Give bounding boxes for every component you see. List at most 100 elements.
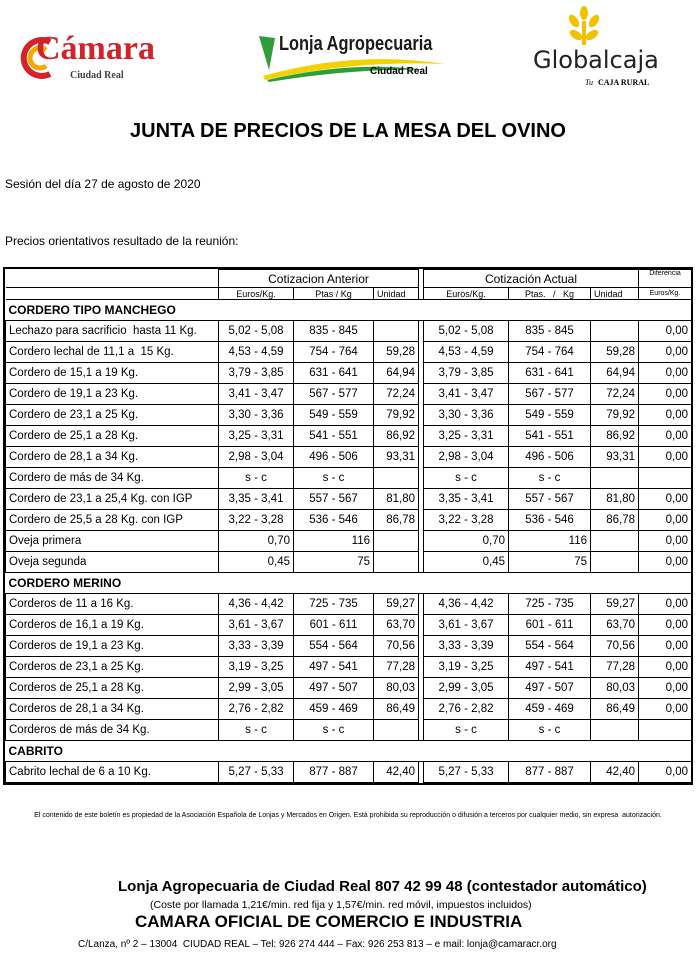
row-label: Corderos de 23,1 a 25 Kg. (5, 656, 219, 678)
data-row: Corderos de 11 a 16 Kg. 4,36 - 4,42 725 - … (5, 593, 693, 615)
cell: 496 - 506 (293, 446, 374, 468)
cell: 59,28 (373, 341, 419, 363)
data-row: Cabrito lechal de 6 a 10 Kg. 5,27 - 5,33 8… (5, 761, 693, 783)
cell: 2,99 - 3,05 (218, 677, 294, 699)
cell: 0,00 (638, 320, 693, 342)
cell: 0,00 (638, 362, 693, 384)
row-label: Corderos de 28,1 a 34 Kg. (5, 698, 219, 720)
cell (589, 320, 640, 342)
data-row: Oveja primera 0,70 116 0,70 116 0,00 (5, 530, 693, 552)
cell: 5,02 - 5,08 (423, 320, 509, 342)
cell: 541 - 551 (508, 425, 591, 447)
cell (373, 551, 419, 573)
section-title: CORDERO TIPO MANCHEGO (5, 299, 692, 321)
cell: 554 - 564 (508, 635, 591, 657)
cell: 459 - 469 (293, 698, 374, 720)
camara-sub: Ciudad Real (70, 70, 124, 81)
row-label: Cordero de 23,1 a 25 Kg. (5, 404, 219, 426)
cell: 0,00 (638, 635, 693, 657)
cell: 75 (293, 551, 374, 573)
row-label: Cordero de más de 34 Kg. (5, 467, 219, 489)
cell (373, 530, 419, 552)
cell: 3,61 - 3,67 (423, 614, 509, 636)
cell: 497 - 507 (508, 677, 591, 699)
cell: 754 - 764 (293, 341, 374, 363)
cell: 0,70 (218, 530, 294, 552)
cell: 2,99 - 3,05 (423, 677, 509, 699)
cell (589, 551, 640, 573)
cell: 631 - 641 (508, 362, 591, 384)
cell: 64,94 (589, 362, 640, 384)
cell: s - c (293, 467, 374, 489)
data-row: Cordero de 19,1 a 23 Kg. 3,41 - 3,47 567 -… (5, 383, 693, 405)
data-row: Corderos de 19,1 a 23 Kg. 3,33 - 3,39 554 … (5, 635, 693, 657)
cell: 42,40 (589, 761, 640, 783)
data-row: Cordero de 25,1 a 28 Kg. 3,25 - 3,31 541 -… (5, 425, 693, 447)
row-label: Cordero lechal de 11,1 a 15 Kg. (5, 341, 219, 363)
cell: 557 - 567 (293, 488, 374, 510)
cell: 3,22 - 3,28 (423, 509, 509, 531)
diff-header: Diferencia (638, 269, 693, 288)
row-label: Corderos de 11 a 16 Kg. (5, 593, 219, 615)
cell: 81,80 (373, 488, 419, 510)
row-label: Lechazo para sacrificio hasta 11 Kg. (5, 320, 219, 342)
cell: 59,27 (373, 593, 419, 615)
cell: 497 - 541 (293, 656, 374, 678)
cell: 63,70 (589, 614, 640, 636)
cell: 80,03 (373, 677, 419, 699)
row-label: Cordero de 25,1 a 28 Kg. (5, 425, 219, 447)
cell: s - c (293, 719, 374, 741)
cell: 79,92 (373, 404, 419, 426)
cell: 81,80 (589, 488, 640, 510)
cell: 3,25 - 3,31 (218, 425, 294, 447)
cell (373, 467, 419, 489)
cell: 0,00 (638, 383, 693, 405)
subheader: Unidad (373, 287, 419, 300)
data-row: Cordero de 28,1 a 34 Kg. 2,98 - 3,04 496 -… (5, 446, 693, 468)
cell: 70,56 (589, 635, 640, 657)
cell: 631 - 641 (293, 362, 374, 384)
globalcaja-sub: CAJA RURAL (598, 78, 650, 87)
data-row: Corderos de 25,1 a 28 Kg. 2,99 - 3,05 497 … (5, 677, 693, 699)
price-table: Cotizacion Anterior Cotización Actual Dife… (3, 267, 693, 785)
cell: 5,27 - 5,33 (423, 761, 509, 783)
footer-address: C/Lanza, nº 2 – 13004 CIUDAD REAL – Tel:… (78, 939, 557, 950)
cell: 3,35 - 3,41 (218, 488, 294, 510)
cell: 59,27 (589, 593, 640, 615)
row-label: Cordero de 25,5 a 28 Kg. con IGP (5, 509, 219, 531)
cell: 3,19 - 3,25 (423, 656, 509, 678)
cell: s - c (423, 719, 509, 741)
cell: 0,45 (423, 551, 509, 573)
row-label: Corderos de más de 34 Kg. (5, 719, 219, 741)
section-row: CABRITO (5, 740, 692, 762)
cell: s - c (508, 719, 591, 741)
cell: 2,76 - 2,82 (423, 698, 509, 720)
cell: 64,94 (373, 362, 419, 384)
lonja-swoosh (259, 36, 445, 82)
cell: 0,00 (638, 509, 693, 531)
cell: 567 - 577 (293, 383, 374, 405)
subheader: Ptas / Kg (293, 287, 374, 300)
header-row: Euros/Kg. Ptas / Kg Unidad Euros/Kg. Ptas. /… (5, 287, 693, 300)
row-label: Oveja primera (5, 530, 219, 552)
cell: 496 - 506 (508, 446, 591, 468)
session: Sesión del día 27 de agosto de 2020 (5, 177, 201, 191)
cell: 4,53 - 4,59 (218, 341, 294, 363)
cell: 541 - 551 (293, 425, 374, 447)
cell: s - c (218, 719, 294, 741)
cell: 0,00 (638, 425, 693, 447)
data-row: Corderos de 23,1 a 25 Kg. 3,19 - 3,25 497 … (5, 656, 693, 678)
section-title: CORDERO MERINO (5, 572, 692, 594)
row-label: Corderos de 19,1 a 23 Kg. (5, 635, 219, 657)
cell: 63,70 (373, 614, 419, 636)
cell: 0,00 (638, 656, 693, 678)
camara-mark (20, 37, 52, 79)
cell: 536 - 546 (508, 509, 591, 531)
cell: 4,36 - 4,42 (218, 593, 294, 615)
section-row: CORDERO MERINO (5, 572, 692, 594)
cell: 0,00 (638, 446, 693, 468)
cell: s - c (218, 467, 294, 489)
cell: 601 - 611 (293, 614, 374, 636)
